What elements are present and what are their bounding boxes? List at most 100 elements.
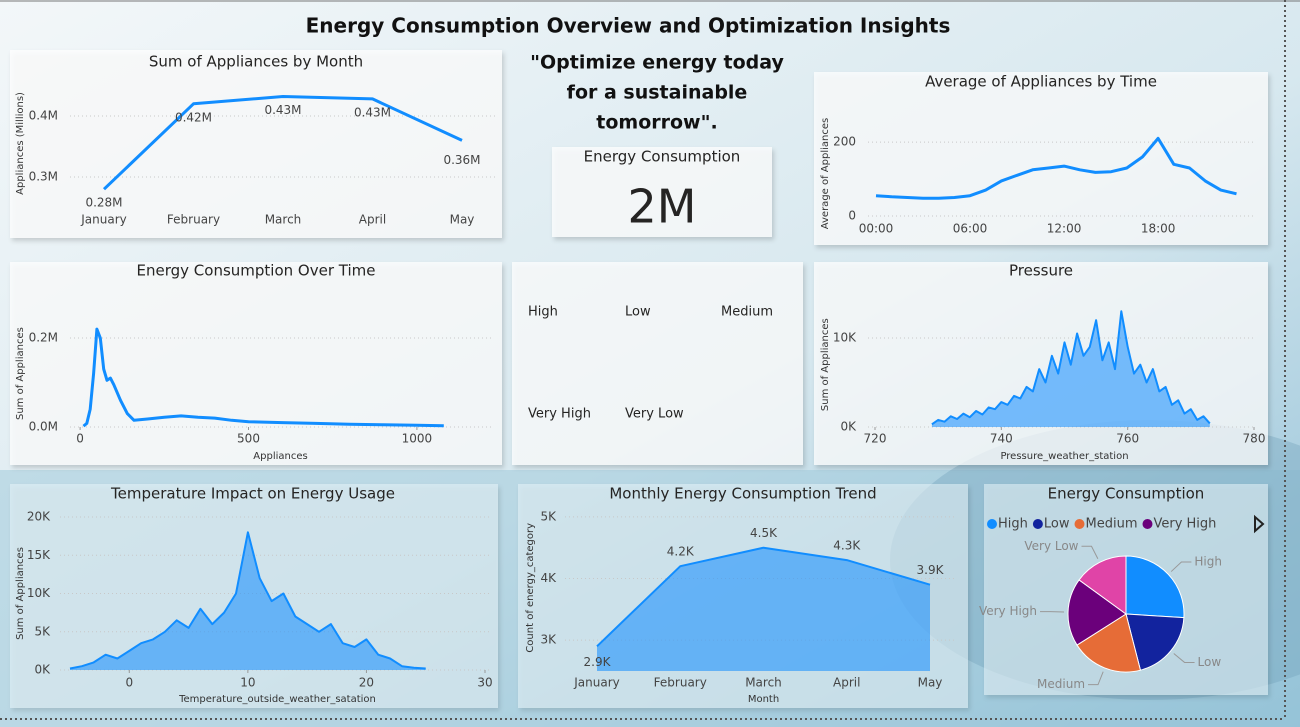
pie-slice xyxy=(1125,613,1185,671)
data-label: 2.9K xyxy=(584,655,612,669)
legend-next[interactable] xyxy=(1254,514,1265,534)
y-tick-label: 0.0M xyxy=(29,420,58,434)
line xyxy=(82,327,444,428)
x-tick-label: January xyxy=(80,213,127,227)
x-tick-label: 18:00 xyxy=(1141,222,1176,236)
y-tick-label: 200 xyxy=(833,135,856,149)
pie-slice xyxy=(1067,579,1127,646)
chart-title: Pressure xyxy=(1009,262,1073,280)
y-axis-title: Count of energy_category xyxy=(525,523,536,653)
slicer-item[interactable]: Very Low xyxy=(625,407,684,422)
panel xyxy=(10,50,502,238)
x-tick-label: 12:00 xyxy=(1047,222,1082,236)
data-label: 0.43M xyxy=(354,105,391,119)
x-tick-label: 10 xyxy=(240,676,255,690)
legend-marker xyxy=(1074,519,1085,529)
area-fill xyxy=(597,547,930,671)
panel xyxy=(814,262,1268,465)
leader-line xyxy=(1088,671,1104,686)
leader-line xyxy=(1170,561,1192,572)
card-label: Energy Consumption xyxy=(584,148,741,166)
x-tick-label: 00:00 xyxy=(859,222,894,236)
chart-title: Monthly Energy Consumption Trend xyxy=(609,485,876,503)
y-axis-title: Sum of Appliances xyxy=(15,547,26,640)
data-label: 3.9K xyxy=(917,563,945,577)
x-tick-label: 500 xyxy=(237,432,260,446)
x-tick-label: 720 xyxy=(864,432,887,446)
legend-marker xyxy=(1032,519,1043,529)
chart-title: Energy Consumption xyxy=(1048,485,1205,503)
data-label: 0.28M xyxy=(85,196,122,210)
x-tick-label: April xyxy=(833,676,860,690)
x-tick-label: May xyxy=(918,676,943,690)
x-axis-title: Pressure_weather_station xyxy=(1000,451,1128,462)
panel xyxy=(552,147,772,237)
area-fill xyxy=(931,311,1210,427)
y-axis-title: Average of Appliances xyxy=(820,118,831,229)
y-tick-label: 5K xyxy=(540,509,557,523)
y-tick-label: 0.2M xyxy=(29,331,58,345)
x-axis-title: Month xyxy=(748,694,779,705)
pie-slice xyxy=(1125,555,1185,619)
x-tick-label: 06:00 xyxy=(953,222,988,236)
x-tick-label: January xyxy=(573,676,620,690)
data-label: 4.2K xyxy=(667,545,695,559)
y-tick-label: 0.3M xyxy=(29,170,58,184)
x-tick-label: February xyxy=(167,213,220,227)
y-tick-label: 4K xyxy=(540,571,557,585)
slice-label: Very Low xyxy=(1024,539,1078,553)
y-tick-label: 3K xyxy=(540,633,557,647)
page-title: Energy Consumption Overview and Optimiza… xyxy=(306,14,951,38)
line xyxy=(102,95,463,191)
slicer-item[interactable]: Very High xyxy=(528,407,591,422)
x-tick-label: February xyxy=(654,676,707,690)
x-tick-label: April xyxy=(359,213,386,227)
charts: Sum of Appliances by Month 0.3M 0.4M Januar… xyxy=(15,53,1265,706)
legend-label: Low xyxy=(1044,517,1070,532)
area-line xyxy=(69,531,426,670)
x-tick-label: March xyxy=(265,213,302,227)
slicer-item[interactable]: High xyxy=(528,305,558,320)
y-tick-label: 0.4M xyxy=(29,109,58,123)
slice-label: Very High xyxy=(979,604,1037,618)
legend-label: Medium xyxy=(1086,517,1138,532)
y-tick-label: 0K xyxy=(840,420,857,434)
x-tick-label: 780 xyxy=(1243,432,1266,446)
y-axis-title: Appliances (Millions) xyxy=(15,92,26,195)
data-label: 4.3K xyxy=(833,539,861,553)
panel xyxy=(512,262,803,465)
x-tick-label: March xyxy=(745,676,782,690)
panel xyxy=(10,262,502,465)
x-axis-title: Appliances xyxy=(253,451,307,462)
panel xyxy=(814,72,1268,245)
legend-marker xyxy=(987,519,997,529)
data-label: 0.42M xyxy=(175,110,212,124)
x-tick-label: 740 xyxy=(990,432,1013,446)
leader-line xyxy=(1173,653,1195,663)
chart-title: Average of Appliances by Time xyxy=(925,73,1157,91)
x-tick-label: 30 xyxy=(477,676,492,690)
y-tick-label: 10K xyxy=(27,586,51,600)
y-tick-label: 0K xyxy=(34,663,51,677)
area-line xyxy=(931,310,1211,426)
leader-line xyxy=(1081,545,1099,559)
legend-label: Very High xyxy=(1153,517,1216,532)
legend-marker xyxy=(1142,519,1153,529)
card-value: 2M xyxy=(628,180,697,234)
data-label: 4.5K xyxy=(750,526,778,540)
x-tick-label: 760 xyxy=(1116,432,1139,446)
chart-title: Sum of Appliances by Month xyxy=(149,53,363,71)
y-axis-title: Sum of Appliances xyxy=(820,318,831,411)
slice-label: Low xyxy=(1198,655,1222,669)
data-label: 0.43M xyxy=(264,103,301,117)
slicer-item[interactable]: Medium xyxy=(721,305,773,320)
quote-line: for a sustainable xyxy=(567,82,748,104)
legend-label: High xyxy=(998,517,1028,532)
line xyxy=(875,136,1237,200)
slicer-item[interactable]: Low xyxy=(625,305,651,320)
x-tick-label: May xyxy=(450,213,475,227)
pie-slice xyxy=(1076,613,1142,673)
x-tick-label: 20 xyxy=(359,676,374,690)
x-axis-title: Temperature_outside_weather_satation xyxy=(178,694,376,705)
